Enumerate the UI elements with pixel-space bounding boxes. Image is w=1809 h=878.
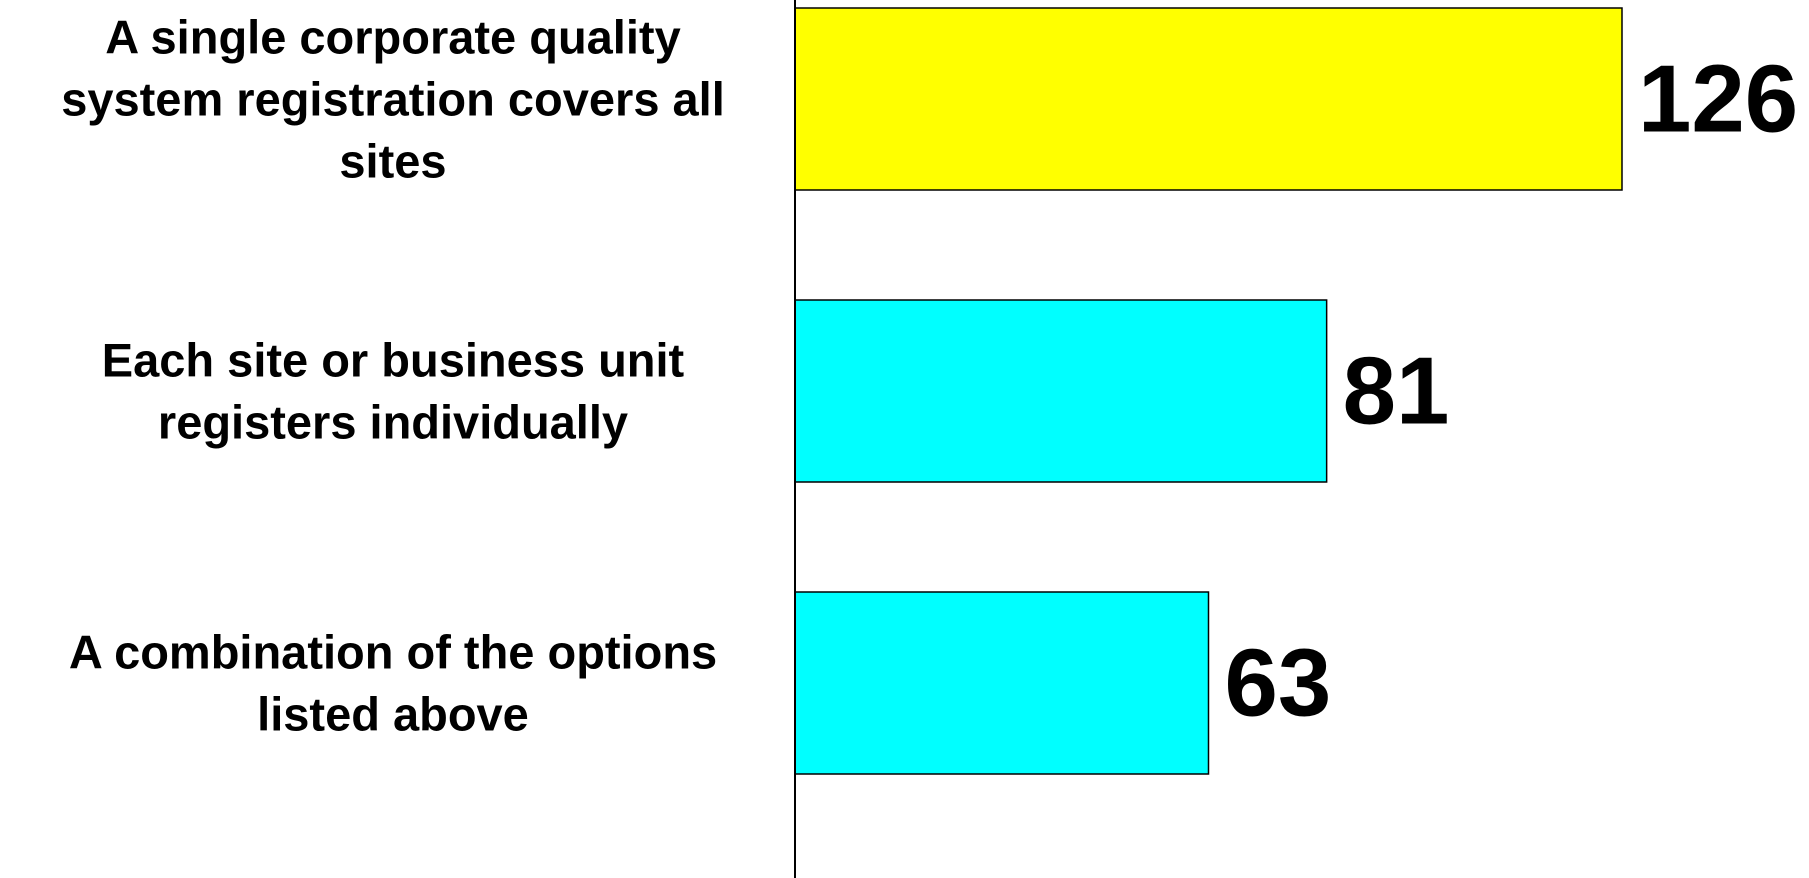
category-label-line: A single corporate quality: [105, 11, 680, 64]
bars-group: [794, 7, 1623, 775]
category-label-3: A combination of the options listed above: [69, 626, 717, 741]
category-label-line: A combination of the options: [69, 626, 717, 679]
data-label-2: 81: [1343, 338, 1450, 445]
category-label-1: A single corporate quality system registr…: [61, 11, 725, 188]
bar-3: [794, 591, 1210, 775]
bar-2: [794, 299, 1328, 483]
category-label-line: listed above: [257, 688, 529, 741]
category-label-line: Each site or business unit: [102, 334, 685, 387]
data-label-1: 126: [1638, 46, 1798, 153]
category-label-line: system registration covers all: [61, 73, 725, 126]
category-labels-group: A single corporate quality system registr…: [61, 11, 725, 741]
category-label-line: sites: [339, 135, 446, 188]
category-label-line: registers individually: [158, 396, 628, 449]
data-label-3: 63: [1225, 630, 1332, 737]
bar-1: [794, 7, 1623, 191]
data-labels-group: 126 81 63: [1225, 46, 1799, 737]
category-label-2: Each site or business unit registers indi…: [102, 334, 685, 449]
